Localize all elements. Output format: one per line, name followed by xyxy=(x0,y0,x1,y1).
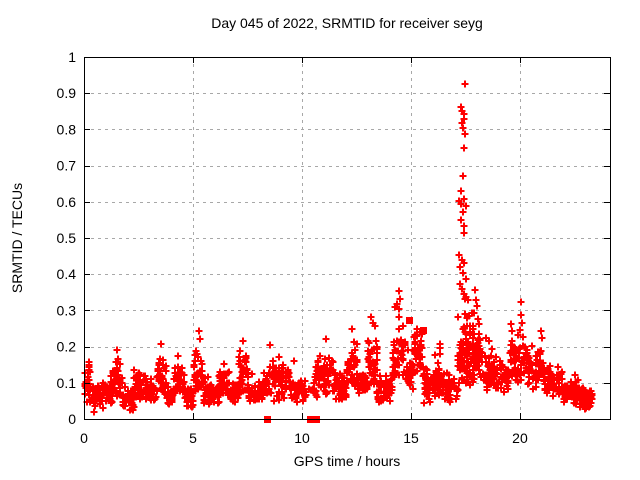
x-axis-label: GPS time / hours xyxy=(293,453,401,469)
x-tick-label: 20 xyxy=(512,430,528,446)
y-tick-label: 0.4 xyxy=(57,266,77,282)
x-tick-label: 0 xyxy=(80,430,88,446)
data-points-plus xyxy=(81,80,596,416)
axis-ticks xyxy=(84,57,610,420)
y-tick-label: 0.5 xyxy=(57,230,77,246)
y-tick-label: 0 xyxy=(68,411,76,427)
y-tick-label: 0.7 xyxy=(57,158,77,174)
y-tick-label: 0.3 xyxy=(57,302,77,318)
y-tick-label: 0.9 xyxy=(57,85,77,101)
y-tick-label: 0.1 xyxy=(57,375,77,391)
y-tick-label: 1 xyxy=(68,49,76,65)
x-tick-label: 5 xyxy=(189,430,197,446)
chart-title: Day 045 of 2022, SRMTID for receiver sey… xyxy=(211,15,483,31)
y-tick-label: 0.2 xyxy=(57,339,77,355)
x-tick-label: 10 xyxy=(294,430,310,446)
y-tick-label: 0.6 xyxy=(57,194,77,210)
x-tick-label: 15 xyxy=(403,430,419,446)
tick-labels: 0 5 10 15 20 0 0.1 0.2 0.3 0.4 0.5 0.6 0.7 0.8 0.9 1 xyxy=(57,49,528,446)
y-tick-label: 0.8 xyxy=(57,121,77,137)
